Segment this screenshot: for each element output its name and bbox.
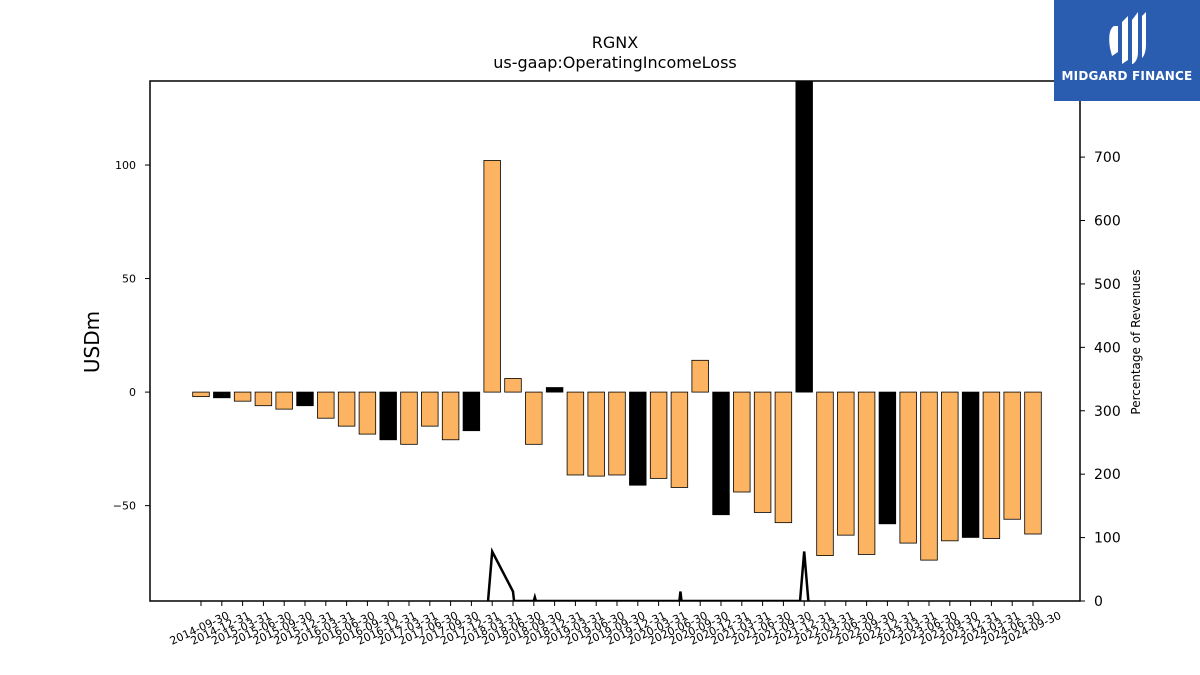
- bar-2022-09-30: [857, 391, 876, 555]
- bar-2024-09-30: [1024, 391, 1042, 535]
- bar-2020-12-31: [712, 391, 730, 516]
- y2-tick-label: 500: [1094, 277, 1121, 293]
- bar-2022-03-31: [816, 391, 834, 556]
- bar-2016-06-30: [337, 391, 356, 427]
- y-axis-label: USDm: [80, 311, 104, 373]
- bar-2014-09-30: [192, 391, 210, 398]
- bar-2020-03-31: [649, 391, 668, 479]
- plot-frame: [149, 80, 1081, 602]
- bar-2019-06-30: [587, 391, 605, 477]
- bar-2015-12-31: [296, 391, 314, 407]
- y2-tick-label: 200: [1094, 467, 1121, 483]
- y2-tick-label: 600: [1094, 214, 1121, 230]
- bar-2016-12-31: [379, 391, 397, 441]
- line-series-percentage: [486, 547, 810, 601]
- bar-2015-06-30: [254, 391, 273, 407]
- bar-2016-09-30: [358, 391, 377, 435]
- brand-name: MIDGARD FINANCE: [1061, 69, 1193, 83]
- y2-tick-label: 700: [1094, 150, 1121, 166]
- bar-2023-06-30: [920, 391, 938, 561]
- bar-2019-03-31: [566, 391, 585, 476]
- bar-2021-06-30: [753, 391, 772, 513]
- bar-2019-12-31: [629, 391, 647, 486]
- bar-2023-03-31: [899, 391, 917, 544]
- bar-2017-03-31: [400, 391, 418, 445]
- brand-logo: MIDGARD FINANCE: [1054, 0, 1200, 101]
- bar-2024-03-31: [982, 391, 1001, 539]
- chart-title: RGNX: [592, 33, 638, 52]
- midgard-logo-icon: [1109, 12, 1146, 64]
- bar-2022-06-30: [837, 391, 855, 536]
- bars-group: [192, 81, 1042, 561]
- bar-2015-09-30: [275, 391, 293, 410]
- y-tick-label: 0: [129, 386, 136, 399]
- y2-axis-label: Percentage of Revenues: [1129, 269, 1143, 414]
- y2-tick-label: 300: [1094, 404, 1121, 420]
- bar-2018-03-31: [483, 160, 501, 393]
- bar-2019-09-30: [608, 391, 626, 476]
- y2-tick-label: 100: [1094, 531, 1121, 547]
- bar-2020-09-30: [691, 359, 709, 393]
- bar-2016-03-31: [317, 391, 335, 419]
- y-tick-label: 100: [115, 159, 136, 172]
- bar-2018-09-30: [525, 391, 543, 445]
- bar-2017-06-30: [421, 391, 439, 427]
- bar-2023-12-31: [961, 391, 980, 538]
- y-tick-label: −50: [113, 500, 136, 513]
- bar-2021-03-31: [733, 391, 751, 493]
- line-group: [486, 547, 810, 601]
- bar-2017-12-31: [462, 391, 481, 432]
- bar-2021-12-31: [795, 81, 813, 393]
- axes-group: −5005010001002003004005006007008002014-0…: [113, 80, 1121, 648]
- chart-subtitle: us-gaap:OperatingIncomeLoss: [493, 53, 737, 72]
- bar-2020-06-30: [670, 391, 689, 488]
- bar-2015-03-31: [233, 391, 252, 402]
- bar-2014-12-31: [213, 391, 231, 399]
- bar-2018-06-30: [504, 378, 522, 393]
- bar-2021-09-30: [774, 391, 793, 524]
- bar-2022-12-31: [878, 391, 897, 525]
- bar-2024-06-30: [1003, 391, 1021, 520]
- y2-tick-label: 0: [1094, 594, 1103, 610]
- bar-2017-09-30: [441, 391, 460, 441]
- y2-tick-label: 400: [1094, 340, 1121, 356]
- bar-2023-09-30: [941, 391, 959, 542]
- y-tick-label: 50: [122, 273, 136, 286]
- bar-2018-12-31: [545, 387, 564, 393]
